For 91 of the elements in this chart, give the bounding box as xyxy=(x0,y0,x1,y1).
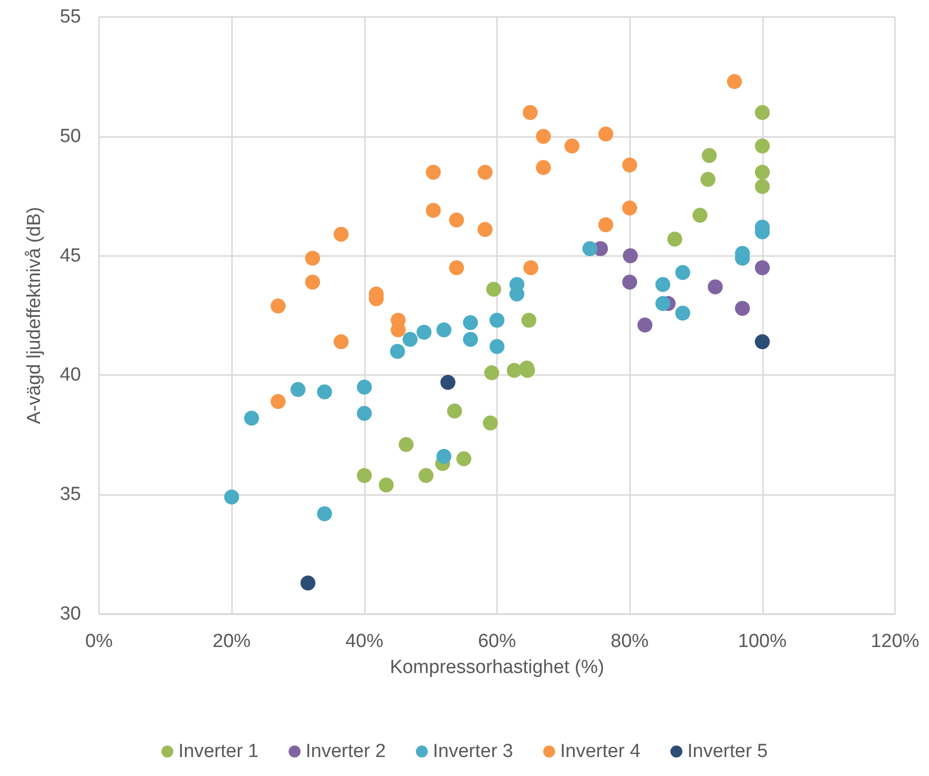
point xyxy=(490,312,504,328)
point xyxy=(290,382,306,398)
point xyxy=(356,468,372,483)
point xyxy=(418,468,434,483)
legend-label: Inverter 2 xyxy=(306,741,386,762)
point xyxy=(734,300,750,316)
x-tick-label: 20% xyxy=(212,631,251,652)
y-tick-label: 40 xyxy=(60,364,81,386)
x-axis-title: Kompressorhastighet (%) xyxy=(390,657,604,678)
x-tick-label: 80% xyxy=(610,631,649,652)
x-tick-label: 40% xyxy=(345,631,384,652)
legend-label: Inverter 4 xyxy=(560,741,641,762)
point xyxy=(356,380,372,395)
point xyxy=(692,208,708,223)
point xyxy=(462,332,478,347)
point xyxy=(378,478,394,493)
point xyxy=(305,250,320,266)
point xyxy=(754,179,770,194)
point xyxy=(622,248,638,264)
point xyxy=(334,334,349,350)
legend-label: Inverter 5 xyxy=(687,741,768,762)
point xyxy=(598,217,614,232)
point xyxy=(675,265,690,280)
point xyxy=(506,362,522,378)
x-tick-label: 0% xyxy=(85,631,113,652)
point xyxy=(564,138,580,154)
point xyxy=(754,105,770,120)
point xyxy=(402,332,418,347)
point xyxy=(244,410,260,426)
point xyxy=(598,126,614,142)
point xyxy=(622,158,638,173)
point xyxy=(449,260,464,276)
point xyxy=(523,260,538,276)
point xyxy=(536,128,551,144)
point xyxy=(440,374,456,390)
point xyxy=(456,451,472,466)
point xyxy=(522,105,538,120)
point xyxy=(754,138,770,154)
point xyxy=(667,232,682,247)
point xyxy=(490,339,504,354)
point xyxy=(702,148,717,163)
legend-label: Inverter 3 xyxy=(432,741,514,762)
point xyxy=(317,506,332,522)
point xyxy=(317,384,332,400)
point xyxy=(708,279,723,294)
y-tick-label: 30 xyxy=(60,604,81,624)
y-tick-label: 50 xyxy=(60,126,81,147)
point xyxy=(416,324,432,340)
point xyxy=(655,276,670,292)
point xyxy=(270,394,286,409)
point xyxy=(486,282,502,297)
point xyxy=(436,448,452,464)
point xyxy=(356,406,372,421)
point xyxy=(700,172,716,187)
point xyxy=(478,164,493,180)
x-tick-label: 60% xyxy=(478,631,516,652)
point xyxy=(426,164,441,180)
point xyxy=(447,404,462,419)
point xyxy=(462,315,478,330)
point xyxy=(655,296,670,312)
point xyxy=(300,575,316,590)
legend-label: Inverter 1 xyxy=(178,741,259,762)
point xyxy=(484,365,500,380)
point xyxy=(398,436,414,452)
point xyxy=(426,202,441,218)
point xyxy=(270,298,286,314)
y-axis-title: A-vägd ljudeffektnivå (dB) xyxy=(24,206,45,424)
point xyxy=(637,318,652,333)
point xyxy=(482,415,498,430)
y-tick-label: 35 xyxy=(60,484,81,506)
point xyxy=(536,160,551,175)
y-tick-label: 45 xyxy=(60,245,81,266)
point xyxy=(754,334,770,350)
point xyxy=(521,312,536,328)
point xyxy=(726,74,742,89)
point xyxy=(675,306,690,321)
point xyxy=(449,212,464,228)
point xyxy=(622,274,638,290)
point xyxy=(436,322,452,338)
point xyxy=(622,200,638,216)
point xyxy=(305,274,320,290)
point xyxy=(754,164,770,180)
point xyxy=(478,222,493,238)
x-tick-label: 100% xyxy=(738,631,787,652)
point xyxy=(224,489,240,504)
x-tick-label: 120% xyxy=(870,631,920,652)
point xyxy=(390,344,405,359)
y-tick-label: 55 xyxy=(60,6,81,28)
point xyxy=(334,226,349,242)
point xyxy=(582,241,598,256)
point xyxy=(754,260,770,276)
